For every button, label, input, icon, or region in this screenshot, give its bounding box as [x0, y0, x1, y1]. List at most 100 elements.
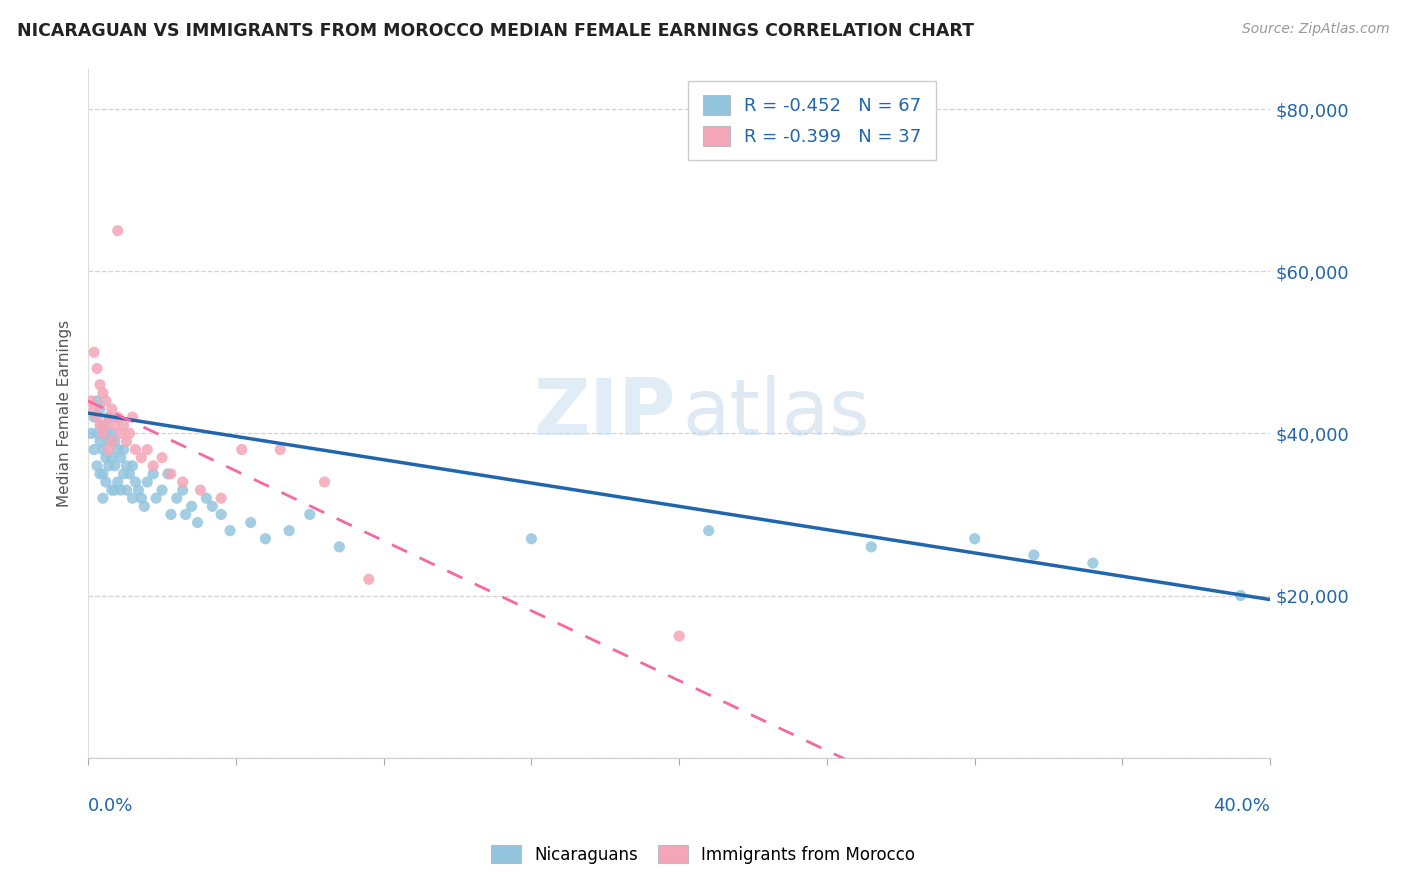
Point [136, 442, 159, 457]
Point [104, 483, 127, 497]
Point [142, 458, 165, 473]
Point [127, 483, 149, 497]
Point [209, 491, 232, 506]
Point [80, 393, 103, 408]
Point [520, 532, 543, 546]
Point [118, 467, 141, 481]
Point [121, 491, 143, 506]
Text: atlas: atlas [683, 376, 870, 451]
Point [107, 475, 129, 489]
Text: ZIP: ZIP [533, 376, 676, 451]
Text: NICARAGUAN VS IMMIGRANTS FROM MOROCCO MEDIAN FEMALE EARNINGS CORRELATION CHART: NICARAGUAN VS IMMIGRANTS FROM MOROCCO ME… [17, 22, 974, 40]
Text: 0.0%: 0.0% [89, 797, 134, 814]
Point [860, 540, 883, 554]
Point [97, 410, 120, 425]
Point [86, 410, 108, 425]
Point [254, 532, 277, 546]
Point [89, 377, 111, 392]
Point [97, 442, 120, 457]
Point [239, 516, 262, 530]
Point [136, 475, 159, 489]
Point [83, 442, 105, 457]
Point [107, 410, 129, 425]
Point [104, 418, 127, 433]
Point [269, 442, 291, 457]
Point [86, 393, 108, 408]
Point [180, 500, 202, 514]
Point [101, 434, 124, 449]
Point [121, 458, 143, 473]
Point [91, 491, 114, 506]
Point [328, 540, 350, 554]
Point [160, 467, 183, 481]
Point [107, 224, 129, 238]
Point [112, 467, 135, 481]
Point [1081, 556, 1104, 570]
Point [101, 402, 124, 417]
Point [166, 491, 188, 506]
Point [83, 410, 105, 425]
Point [86, 458, 108, 473]
Point [115, 458, 138, 473]
Point [110, 426, 132, 441]
Point [91, 426, 114, 441]
Point [89, 418, 111, 433]
Y-axis label: Median Female Earnings: Median Female Earnings [58, 319, 72, 507]
Point [357, 572, 380, 586]
Point [94, 418, 117, 433]
Point [104, 434, 127, 449]
Point [124, 475, 146, 489]
Point [131, 491, 153, 506]
Point [101, 450, 124, 465]
Point [89, 402, 111, 417]
Point [94, 426, 117, 441]
Point [89, 434, 111, 449]
Point [91, 442, 114, 457]
Point [219, 524, 242, 538]
Point [110, 450, 132, 465]
Point [104, 458, 127, 473]
Point [86, 426, 108, 441]
Point [186, 516, 208, 530]
Point [278, 524, 301, 538]
Point [131, 450, 153, 465]
Point [156, 467, 179, 481]
Legend: Nicaraguans, Immigrants from Morocco: Nicaraguans, Immigrants from Morocco [484, 838, 922, 871]
Point [115, 483, 138, 497]
Point [94, 450, 117, 465]
Point [145, 491, 167, 506]
Point [107, 442, 129, 457]
Point [124, 442, 146, 457]
Point [97, 458, 120, 473]
Point [142, 467, 165, 481]
Point [209, 508, 232, 522]
Point [101, 426, 124, 441]
Point [1022, 548, 1045, 562]
Point [172, 475, 194, 489]
Point [89, 467, 111, 481]
Point [91, 467, 114, 481]
Point [94, 475, 117, 489]
Point [134, 500, 156, 514]
Point [697, 524, 720, 538]
Point [150, 450, 173, 465]
Text: 40.0%: 40.0% [1213, 797, 1270, 814]
Point [314, 475, 336, 489]
Point [83, 345, 105, 359]
Point [174, 508, 197, 522]
Point [86, 361, 108, 376]
Point [80, 426, 103, 441]
Point [668, 629, 690, 643]
Point [101, 483, 124, 497]
Point [195, 491, 218, 506]
Point [115, 434, 138, 449]
Point [110, 483, 132, 497]
Point [118, 426, 141, 441]
Point [1229, 589, 1251, 603]
Text: Source: ZipAtlas.com: Source: ZipAtlas.com [1241, 22, 1389, 37]
Point [150, 483, 173, 497]
Point [121, 410, 143, 425]
Point [160, 508, 183, 522]
Point [172, 483, 194, 497]
Point [190, 483, 212, 497]
